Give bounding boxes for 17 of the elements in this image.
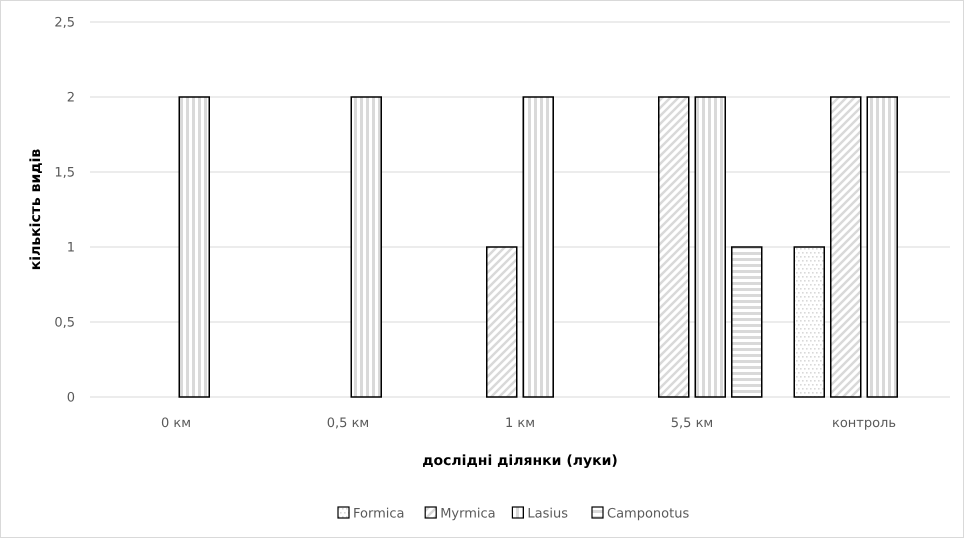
legend-label: Formica <box>353 506 404 522</box>
x-tick-label: 0,5 км <box>326 416 370 431</box>
x-tick-label: 5,5 км <box>670 416 714 431</box>
x-tick-label: 0 км <box>160 416 192 431</box>
y-tick-label: 1 <box>66 240 75 256</box>
x-tick-label: 1 км <box>504 416 536 431</box>
x-tick-label: контроль <box>832 416 896 431</box>
y-tick-label: 1,5 <box>54 166 75 181</box>
y-tick-label: 0,5 <box>54 316 75 331</box>
legend-label: Myrmica <box>440 506 496 522</box>
y-tick-label: 2,5 <box>54 16 75 31</box>
y-axis-title: кількість видів <box>28 148 44 270</box>
x-axis-title: дослідні ділянки (луки) <box>422 453 618 469</box>
y-tick-label: 2 <box>66 90 75 106</box>
legend-label: Lasius <box>527 506 568 522</box>
y-tick-label: 0 <box>66 390 75 406</box>
legend-label: Camponotus <box>607 506 690 522</box>
